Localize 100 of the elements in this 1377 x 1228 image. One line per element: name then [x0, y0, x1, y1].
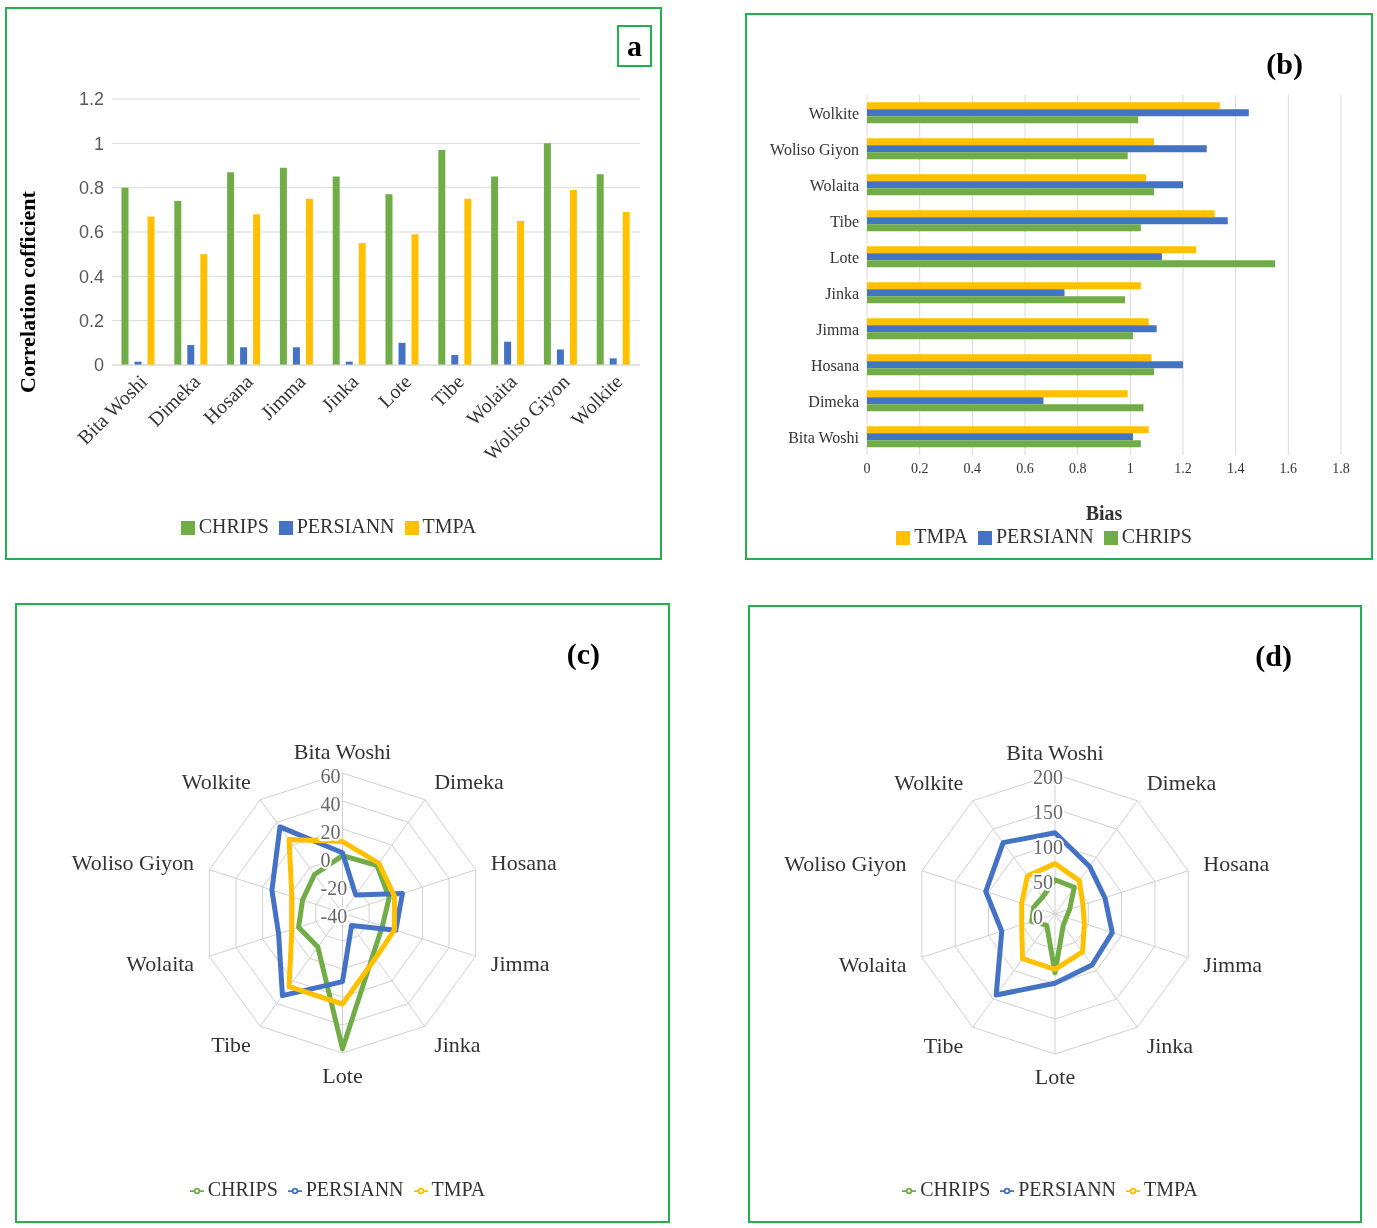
bar: [867, 224, 1141, 232]
legend-label: PERSIANN: [305, 1178, 404, 1200]
spoke-label: Jinka: [1146, 1032, 1194, 1058]
x-tick-label: 0.2: [910, 460, 929, 476]
spoke-label: Dimeka: [1146, 770, 1217, 796]
bar: [867, 325, 1157, 333]
bar: [867, 361, 1183, 369]
bar: [305, 198, 313, 365]
bar: [121, 187, 129, 365]
bar: [867, 426, 1149, 434]
y-tick-label: Woliso Giyon: [770, 140, 859, 159]
bar: [867, 217, 1228, 225]
bar: [867, 210, 1215, 218]
spoke-label: Jimma: [1203, 951, 1263, 977]
y-tick-label: -20: [320, 877, 348, 899]
bar: [867, 253, 1162, 261]
y-tick-label: Jimma: [816, 320, 859, 338]
legend-label: PERSIANN: [1018, 1178, 1117, 1200]
x-tick-label: 1.4: [1226, 460, 1245, 476]
x-tick-label: 0: [863, 460, 871, 476]
bar: [867, 102, 1220, 110]
bar: [867, 246, 1197, 254]
legend-label: CHRIPS: [207, 1178, 278, 1200]
y-tick-label: 40: [320, 793, 341, 815]
x-tick-label: 1.8: [1332, 460, 1350, 476]
y-tick-label: -40: [320, 905, 348, 927]
bar: [867, 390, 1128, 398]
bar: [867, 296, 1126, 304]
bar: [464, 198, 472, 365]
bar: [292, 347, 300, 365]
bar: [867, 260, 1276, 268]
legend-label: CHRIPS: [920, 1178, 991, 1200]
y-tick-label: Lote: [829, 248, 859, 266]
y-tick-label: 100: [1033, 836, 1063, 858]
legend-label: PERSIANN: [995, 525, 1094, 547]
y-tick-label: 0.8: [78, 178, 104, 199]
bar: [867, 397, 1044, 405]
x-tick-label: 0.8: [1068, 460, 1087, 476]
spoke-label: Wolkite: [181, 769, 251, 795]
bar: [867, 289, 1065, 297]
spoke-label: Jimma: [490, 950, 550, 976]
bar: [451, 355, 459, 365]
bar: [147, 216, 155, 365]
bar: [556, 349, 564, 365]
bar: [279, 167, 287, 365]
x-tick-label: 0.6: [1016, 460, 1034, 476]
spoke-label: Wolkite: [894, 770, 964, 796]
y-tick-label: Wolkite: [808, 104, 859, 122]
bar: [504, 341, 512, 365]
bar: [622, 212, 630, 365]
legend-label: CHRIPS: [1121, 525, 1192, 547]
legend-label: CHRIPS: [198, 515, 269, 537]
y-tick-label: Hosana: [811, 356, 859, 374]
x-axis-title: Bias: [1085, 502, 1123, 524]
y-tick-label: 0.4: [78, 266, 104, 287]
bar: [411, 234, 419, 365]
y-tick-label: 200: [1033, 766, 1063, 788]
y-tick-label: 1: [93, 133, 104, 154]
y-tick-label: 1.2: [78, 89, 104, 110]
spoke-label: Wolaita: [126, 950, 195, 976]
bar: [200, 254, 208, 365]
y-tick-label: 20: [320, 821, 341, 843]
bar: [867, 354, 1152, 362]
y-tick-label: Tibe: [830, 212, 859, 230]
spoke-label: Tibe: [211, 1031, 251, 1057]
x-tick-label: Lote: [373, 370, 416, 412]
bar: [867, 109, 1249, 117]
bar: [240, 347, 248, 365]
x-tick-label: 1.2: [1174, 460, 1192, 476]
y-tick-label: 0.2: [78, 311, 104, 332]
y-tick-label: 0: [93, 355, 104, 376]
x-tick-label: 1: [1126, 460, 1134, 476]
bar: [596, 174, 604, 365]
y-tick-label: Bita Woshi: [788, 428, 860, 446]
bar: [867, 433, 1133, 441]
bar: [438, 149, 446, 365]
bar: [867, 282, 1141, 290]
y-axis-title: Correlation cofficient: [14, 190, 40, 393]
bar: [867, 318, 1149, 326]
legend-label: TMPA: [431, 1178, 486, 1200]
bar: [867, 138, 1155, 146]
x-tick-label: Tibe: [427, 370, 469, 412]
bar: [491, 176, 499, 365]
spoke-label: Hosana: [490, 850, 558, 876]
bar: [227, 172, 235, 365]
chart-title: a: [617, 25, 652, 67]
y-tick-label: 150: [1033, 801, 1063, 823]
spoke-label: Dimeka: [434, 769, 505, 795]
y-tick-label: Jinka: [825, 284, 859, 302]
bar: [867, 440, 1141, 448]
x-tick-label: 0.4: [963, 460, 982, 476]
y-tick-label: 60: [320, 765, 341, 787]
spoke-label: Jinka: [434, 1031, 481, 1057]
legend-label: TMPA: [914, 525, 968, 547]
bar: [867, 152, 1128, 160]
chart-title: (b): [1265, 46, 1304, 82]
bar: [867, 332, 1133, 340]
bar: [569, 189, 577, 365]
bar: [867, 188, 1155, 196]
spoke-label: Hosana: [1203, 851, 1270, 877]
